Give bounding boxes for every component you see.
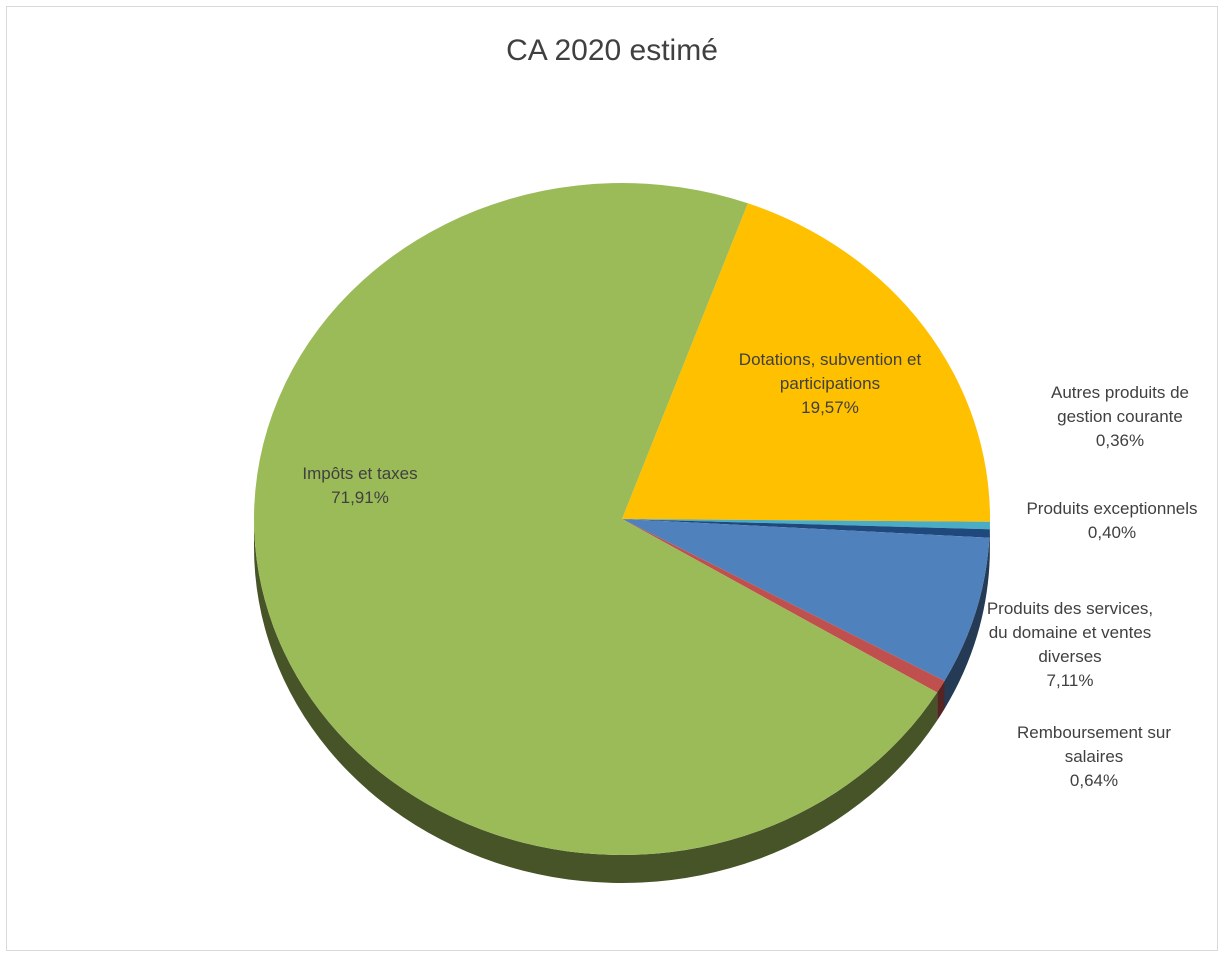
data-label-impots: Impôts et taxes 71,91% [302,464,418,507]
pie-slice-impots-et-taxes [254,183,938,856]
pie-slice-produits-exceptionnels [622,519,990,538]
pie-slice-autres-produits-de-gestion-courante [622,519,990,530]
pie-slice-side-produits-des-services-du-domaine-et-ventes-diverses [944,537,990,709]
data-label-dotations: Dotations, subvention et participations … [738,350,922,417]
data-label-produits-services: Produits des services, du domaine et ven… [986,599,1154,690]
data-label-autres-produits: Autres produits de gestion courante 0,36… [1051,383,1189,450]
data-label-remboursement: Remboursement sur salaires 0,64% [1016,723,1171,790]
pie-slice-remboursement-sur-salaires [622,519,945,693]
pie-slice-side-remboursement-sur-salaires [937,680,945,721]
pie-slice-dotations-subvention-et-participations [622,203,990,522]
chart-title: CA 2020 estimé [506,34,718,67]
data-label-produits-exceptionnels: Produits exceptionnels 0,40% [1026,499,1198,542]
pie-slice-produits-des-services-du-domaine-et-ventes-diverses [622,519,990,681]
